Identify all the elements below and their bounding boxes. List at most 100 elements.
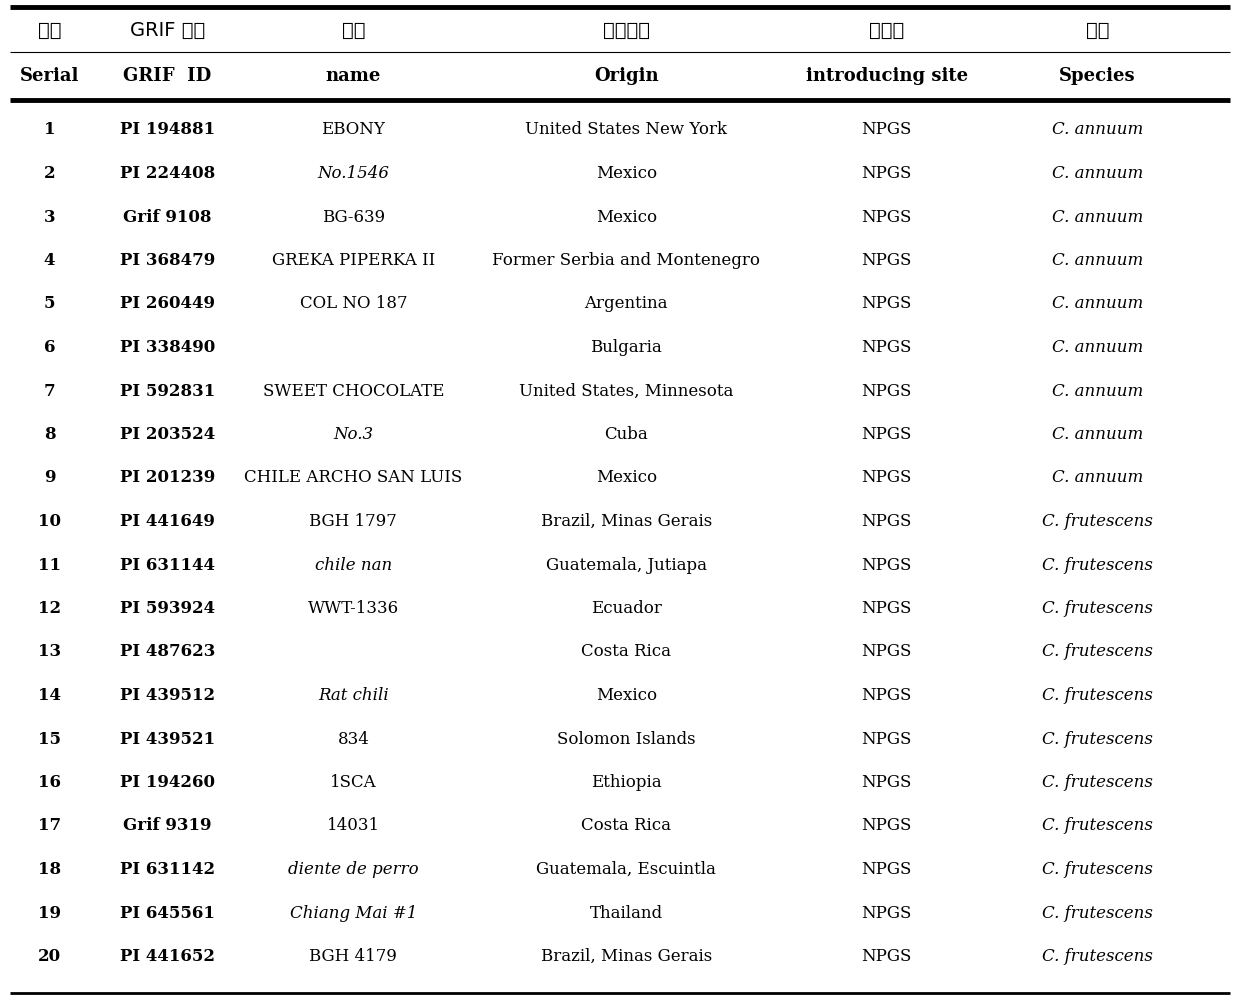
Text: Former Serbia and Montenegro: Former Serbia and Montenegro bbox=[492, 252, 760, 269]
Text: 3: 3 bbox=[43, 208, 56, 225]
Text: 5: 5 bbox=[43, 295, 56, 312]
Text: PI 203524: PI 203524 bbox=[120, 426, 215, 443]
Text: Mexico: Mexico bbox=[595, 208, 657, 225]
Text: name: name bbox=[326, 67, 381, 85]
Text: diente de perro: diente de perro bbox=[288, 861, 419, 878]
Text: C. frutescens: C. frutescens bbox=[1042, 600, 1153, 617]
Text: PI 631142: PI 631142 bbox=[120, 861, 215, 878]
Text: C. annuum: C. annuum bbox=[1052, 121, 1143, 138]
Text: BGH 1797: BGH 1797 bbox=[310, 513, 397, 530]
Text: 14031: 14031 bbox=[327, 818, 379, 835]
Text: C. frutescens: C. frutescens bbox=[1042, 557, 1153, 574]
Text: 2: 2 bbox=[43, 165, 56, 182]
Text: C. annuum: C. annuum bbox=[1052, 208, 1143, 225]
Text: PI 368479: PI 368479 bbox=[120, 252, 215, 269]
Text: WWT-1336: WWT-1336 bbox=[308, 600, 399, 617]
Text: BGH 4179: BGH 4179 bbox=[310, 948, 397, 965]
Text: Thailand: Thailand bbox=[590, 905, 662, 922]
Text: GRIF 编号: GRIF 编号 bbox=[130, 20, 205, 39]
Text: 18: 18 bbox=[38, 861, 61, 878]
Text: Ecuador: Ecuador bbox=[590, 600, 662, 617]
Text: PI 439521: PI 439521 bbox=[120, 731, 215, 748]
Text: PI 194881: PI 194881 bbox=[120, 121, 215, 138]
Text: 16: 16 bbox=[38, 774, 61, 791]
Text: No.3: No.3 bbox=[334, 426, 373, 443]
Text: PI 487623: PI 487623 bbox=[120, 644, 215, 661]
Text: NPGS: NPGS bbox=[862, 208, 911, 225]
Text: 17: 17 bbox=[38, 818, 61, 835]
Text: 10: 10 bbox=[38, 513, 61, 530]
Text: 14: 14 bbox=[38, 687, 61, 704]
Text: C. frutescens: C. frutescens bbox=[1042, 644, 1153, 661]
Text: NPGS: NPGS bbox=[862, 861, 911, 878]
Text: PI 201239: PI 201239 bbox=[120, 469, 215, 486]
Text: NPGS: NPGS bbox=[862, 557, 911, 574]
Text: C. frutescens: C. frutescens bbox=[1042, 905, 1153, 922]
Text: BG-639: BG-639 bbox=[322, 208, 384, 225]
Text: C. frutescens: C. frutescens bbox=[1042, 513, 1153, 530]
Text: Bulgaria: Bulgaria bbox=[590, 339, 662, 356]
Text: C. frutescens: C. frutescens bbox=[1042, 948, 1153, 965]
Text: NPGS: NPGS bbox=[862, 687, 911, 704]
Text: NPGS: NPGS bbox=[862, 339, 911, 356]
Text: NPGS: NPGS bbox=[862, 469, 911, 486]
Text: introducing site: introducing site bbox=[806, 67, 967, 85]
Text: NPGS: NPGS bbox=[862, 165, 911, 182]
Text: NPGS: NPGS bbox=[862, 121, 911, 138]
Text: C. annuum: C. annuum bbox=[1052, 252, 1143, 269]
Text: PI 260449: PI 260449 bbox=[120, 295, 215, 312]
Text: COL NO 187: COL NO 187 bbox=[300, 295, 407, 312]
Text: Argentina: Argentina bbox=[584, 295, 668, 312]
Text: 834: 834 bbox=[337, 731, 370, 748]
Text: C. frutescens: C. frutescens bbox=[1042, 731, 1153, 748]
Text: 11: 11 bbox=[38, 557, 61, 574]
Text: 13: 13 bbox=[38, 644, 61, 661]
Text: C. annuum: C. annuum bbox=[1052, 469, 1143, 486]
Text: Guatemala, Escuintla: Guatemala, Escuintla bbox=[536, 861, 717, 878]
Text: United States New York: United States New York bbox=[526, 121, 727, 138]
Text: 8: 8 bbox=[43, 426, 56, 443]
Text: PI 592831: PI 592831 bbox=[120, 382, 215, 399]
Text: C. frutescens: C. frutescens bbox=[1042, 774, 1153, 791]
Text: Costa Rica: Costa Rica bbox=[582, 818, 671, 835]
Text: NPGS: NPGS bbox=[862, 382, 911, 399]
Text: NPGS: NPGS bbox=[862, 818, 911, 835]
Text: PI 593924: PI 593924 bbox=[120, 600, 215, 617]
Text: Brazil, Minas Gerais: Brazil, Minas Gerais bbox=[541, 948, 712, 965]
Text: Serial: Serial bbox=[20, 67, 79, 85]
Text: Species: Species bbox=[1059, 67, 1136, 85]
Text: chile nan: chile nan bbox=[315, 557, 392, 574]
Text: C. frutescens: C. frutescens bbox=[1042, 818, 1153, 835]
Text: 9: 9 bbox=[43, 469, 56, 486]
Text: C. annuum: C. annuum bbox=[1052, 295, 1143, 312]
Text: C. annuum: C. annuum bbox=[1052, 382, 1143, 399]
Text: 6: 6 bbox=[43, 339, 56, 356]
Text: 4: 4 bbox=[43, 252, 56, 269]
Text: 名称: 名称 bbox=[342, 20, 365, 39]
Text: NPGS: NPGS bbox=[862, 600, 911, 617]
Text: Mexico: Mexico bbox=[595, 165, 657, 182]
Text: EBONY: EBONY bbox=[321, 121, 386, 138]
Text: 1: 1 bbox=[43, 121, 56, 138]
Text: PI 338490: PI 338490 bbox=[120, 339, 215, 356]
Text: NPGS: NPGS bbox=[862, 731, 911, 748]
Text: Rat chili: Rat chili bbox=[317, 687, 389, 704]
Text: PI 645561: PI 645561 bbox=[120, 905, 215, 922]
Text: CHILE ARCHO SAN LUIS: CHILE ARCHO SAN LUIS bbox=[244, 469, 463, 486]
Text: C. frutescens: C. frutescens bbox=[1042, 687, 1153, 704]
Text: 引种地: 引种地 bbox=[869, 20, 904, 39]
Text: PI 194260: PI 194260 bbox=[120, 774, 215, 791]
Text: PI 441649: PI 441649 bbox=[120, 513, 215, 530]
Text: United States, Minnesota: United States, Minnesota bbox=[520, 382, 733, 399]
Text: C. annuum: C. annuum bbox=[1052, 426, 1143, 443]
Text: Chiang Mai #1: Chiang Mai #1 bbox=[290, 905, 417, 922]
Text: 种质来源: 种质来源 bbox=[603, 20, 650, 39]
Text: Costa Rica: Costa Rica bbox=[582, 644, 671, 661]
Text: 19: 19 bbox=[38, 905, 61, 922]
Text: SWEET CHOCOLATE: SWEET CHOCOLATE bbox=[263, 382, 444, 399]
Text: No.1546: No.1546 bbox=[317, 165, 389, 182]
Text: Mexico: Mexico bbox=[595, 687, 657, 704]
Text: PI 441652: PI 441652 bbox=[120, 948, 215, 965]
Text: NPGS: NPGS bbox=[862, 644, 911, 661]
Text: C. annuum: C. annuum bbox=[1052, 165, 1143, 182]
